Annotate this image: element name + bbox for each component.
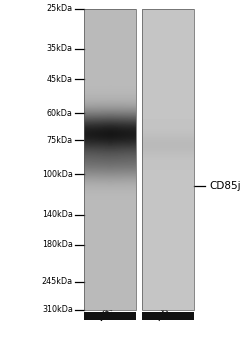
Text: 60kDa: 60kDa: [47, 109, 73, 118]
Text: 180kDa: 180kDa: [42, 240, 73, 249]
Text: 100kDa: 100kDa: [42, 170, 73, 179]
Text: 45kDa: 45kDa: [47, 75, 73, 84]
Text: 140kDa: 140kDa: [42, 210, 73, 219]
Text: CD85j: CD85j: [210, 181, 241, 191]
Text: 75kDa: 75kDa: [47, 135, 73, 145]
Text: Daudi: Daudi: [95, 295, 122, 322]
Text: 35kDa: 35kDa: [47, 44, 73, 54]
Text: 310kDa: 310kDa: [42, 305, 73, 314]
Text: K-562: K-562: [154, 295, 180, 322]
Text: 25kDa: 25kDa: [47, 4, 73, 13]
Bar: [142, 312, 194, 320]
Text: 245kDa: 245kDa: [42, 277, 73, 286]
Bar: [84, 312, 136, 320]
